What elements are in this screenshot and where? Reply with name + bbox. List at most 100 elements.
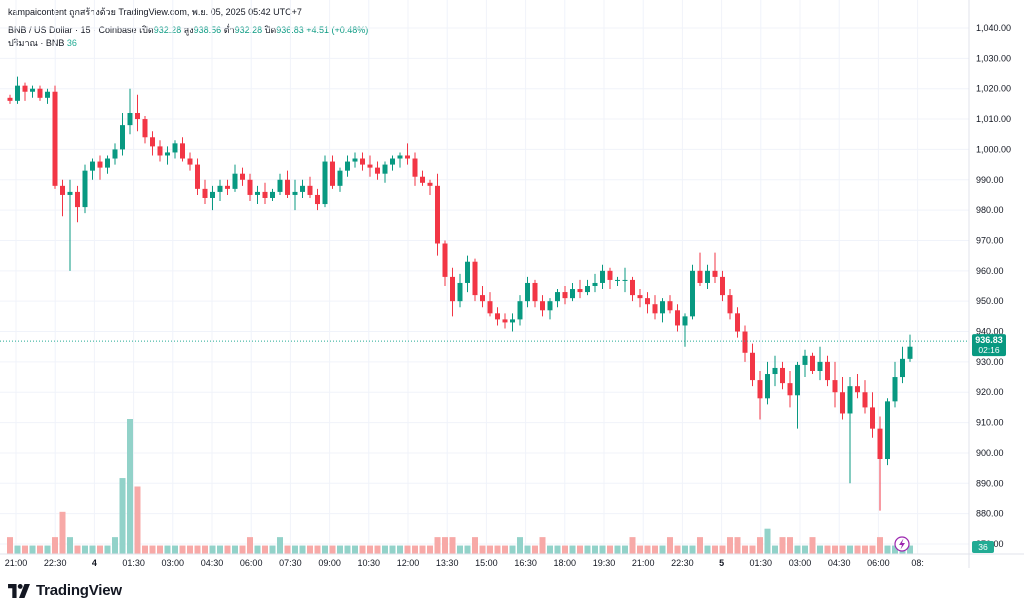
candle (150, 131, 155, 156)
candle (847, 377, 853, 484)
candle (45, 88, 50, 104)
candle (825, 355, 830, 387)
volume-bar (127, 419, 133, 554)
candle (682, 313, 688, 347)
time-tick-label: 5 (719, 558, 724, 568)
candle (360, 152, 365, 171)
volume-bar (337, 545, 343, 554)
volume-bar (907, 545, 913, 554)
price-tick-label: 960.00 (976, 266, 1004, 276)
volume-bar (839, 545, 846, 554)
volume-bar (734, 537, 741, 554)
volume-bar (157, 545, 163, 554)
volume-bar (502, 545, 508, 554)
volume-bar (397, 545, 403, 554)
volume-bar (179, 545, 186, 554)
candle (442, 240, 448, 286)
price-tick-label: 920.00 (976, 387, 1004, 397)
low-value: 932.28 (234, 25, 263, 35)
volume-bar (472, 537, 478, 554)
candle (7, 94, 13, 104)
candle (870, 392, 875, 438)
candle (667, 295, 673, 314)
candle (240, 167, 245, 186)
candle (637, 289, 643, 308)
candle (165, 146, 170, 165)
volume-bar (7, 537, 13, 554)
candle (292, 179, 298, 211)
volume-bar (284, 545, 291, 554)
volume-bar (194, 545, 201, 554)
candle (285, 170, 290, 198)
candle (405, 143, 410, 165)
candle (352, 152, 358, 168)
volume-bar (862, 545, 868, 554)
candle (735, 307, 740, 338)
volume-bar (787, 537, 793, 554)
symbol-title: BNB / US Dollar · 15 · Coinbase (8, 25, 137, 35)
candle (585, 279, 590, 296)
change-value: +4.51 (+0.48%) (306, 25, 369, 35)
candle (742, 325, 748, 362)
volume-legend: ปริมาณ · BNB 36 (8, 36, 77, 50)
tradingview-logo-icon (8, 583, 30, 598)
lightning-icon[interactable] (894, 536, 910, 552)
candle (630, 276, 635, 302)
volume-bar (29, 545, 36, 554)
time-tick-label: 06:00 (867, 558, 890, 568)
volume-bars (7, 419, 913, 554)
candle (727, 289, 733, 320)
last-price-label: 936.83 (975, 335, 1003, 345)
candle (840, 377, 845, 420)
time-tick-label: 19:30 (593, 558, 616, 568)
time-tick-label: 18:00 (554, 558, 577, 568)
candle (555, 289, 560, 308)
price-axis[interactable]: 870.00880.00890.00900.00910.00920.00930.… (976, 23, 1011, 549)
volume-bar (382, 545, 388, 554)
volume-bar (764, 528, 771, 554)
candle (367, 155, 373, 177)
candle (487, 292, 493, 317)
volume-bar (202, 545, 208, 554)
volume-bar (464, 545, 471, 554)
volume-bar (824, 545, 831, 554)
volume-bar (457, 545, 463, 554)
volume-bar (884, 545, 891, 554)
candle (82, 164, 88, 214)
volume-bar (67, 537, 73, 554)
candle (390, 155, 395, 171)
time-tick-label: 13:30 (436, 558, 459, 568)
tradingview-brand: TradingView (36, 582, 122, 599)
volume-bar (442, 537, 448, 554)
candle (592, 273, 598, 293)
low-label: ต่ำ (223, 25, 235, 35)
candle (202, 179, 208, 205)
volume-label: ปริมาณ · BNB (8, 38, 65, 48)
volume-bar (22, 545, 28, 554)
volume-bar (614, 545, 621, 554)
tradingview-logo: TradingView (8, 582, 122, 599)
price-tick-label: 970.00 (976, 235, 1004, 245)
candle (795, 361, 800, 429)
volume-bar (599, 545, 606, 554)
time-tick-label: 10:30 (358, 558, 381, 568)
candle (607, 267, 613, 290)
candle (307, 176, 313, 198)
volume-bar (509, 545, 516, 554)
candle (757, 370, 763, 420)
time-tick-label: 04:30 (201, 558, 224, 568)
volume-bar (209, 545, 216, 554)
candle (397, 152, 403, 168)
volume-bar (487, 545, 493, 554)
time-tick-label: 16:30 (514, 558, 537, 568)
candle (480, 286, 485, 308)
volume-bar (772, 545, 778, 554)
volume-bar (254, 545, 261, 554)
candle (90, 158, 95, 180)
candle (22, 82, 28, 101)
time-axis[interactable]: 21:00 22:30 4 01:30 03:00 04:30 06:00 07:30 09:0… (5, 558, 924, 568)
volume-bar (359, 545, 366, 554)
time-tick-label: 07:30 (279, 558, 302, 568)
candle (652, 295, 658, 320)
